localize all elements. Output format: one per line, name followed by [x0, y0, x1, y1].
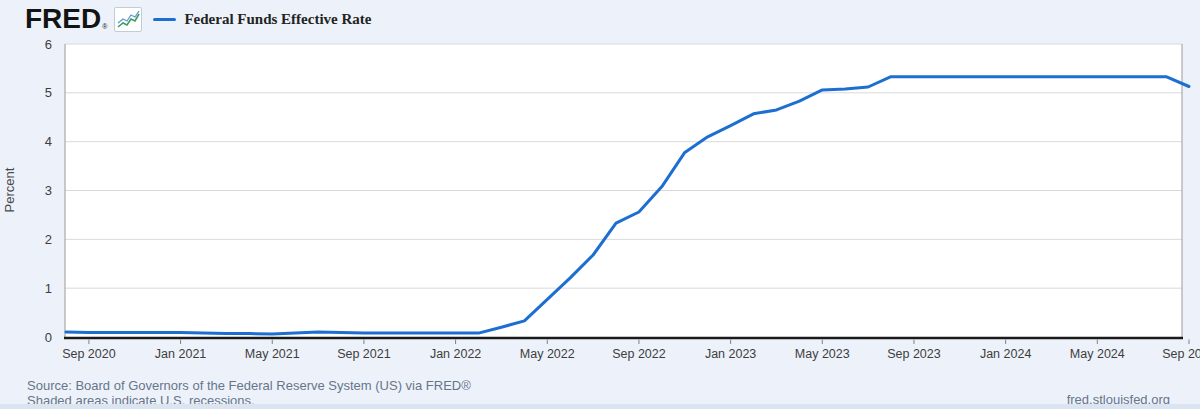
fred-chart-widget: 0123456PercentSep 2020Jan 2021May 2021Se…	[0, 0, 1200, 409]
svg-text:Jan 2021: Jan 2021	[155, 347, 206, 361]
svg-text:0: 0	[45, 330, 52, 345]
line-chart: 0123456PercentSep 2020Jan 2021May 2021Se…	[0, 0, 1200, 372]
svg-text:1: 1	[45, 281, 52, 296]
svg-text:Jan 2024: Jan 2024	[980, 347, 1031, 361]
legend-label[interactable]: Federal Funds Effective Rate	[184, 11, 371, 28]
svg-text:Jan 2023: Jan 2023	[705, 347, 756, 361]
registered-trademark: ®	[102, 23, 107, 30]
sparkline-chart-icon	[114, 7, 142, 32]
y-axis-labels: 0 1 2 3 4 5 6	[45, 37, 52, 345]
svg-text:5: 5	[45, 85, 52, 100]
svg-text:Sep 2023: Sep 2023	[887, 347, 941, 361]
svg-text:6: 6	[45, 37, 52, 52]
svg-text:May 2021: May 2021	[245, 347, 300, 361]
svg-text:Sep 2021: Sep 2021	[337, 347, 391, 361]
y-axis-title: Percent	[2, 167, 17, 212]
svg-text:Jan 2022: Jan 2022	[430, 347, 481, 361]
svg-text:May 2022: May 2022	[520, 347, 575, 361]
legend: Federal Funds Effective Rate	[153, 11, 371, 28]
svg-text:May 2024: May 2024	[1070, 347, 1125, 361]
legend-line-swatch	[153, 18, 176, 21]
bottom-border-strip	[0, 404, 1200, 409]
svg-text:Sep 2022: Sep 2022	[612, 347, 666, 361]
x-axis-labels: Sep 2020 Jan 2021 May 2021 Sep 2021 Jan 2022…	[62, 340, 1200, 362]
header: FRED ® Federal Funds Effective Rate	[25, 4, 371, 34]
fred-logo[interactable]: FRED ®	[25, 6, 107, 32]
svg-text:3: 3	[45, 183, 52, 198]
svg-text:May 2023: May 2023	[795, 347, 850, 361]
source-note: Source: Board of Governors of the Federa…	[27, 378, 471, 393]
svg-text:4: 4	[45, 134, 52, 149]
svg-text:Sep 2020: Sep 2020	[62, 347, 116, 361]
svg-text:Sep 2024: Sep 2024	[1162, 347, 1200, 361]
fred-logo-text: FRED	[25, 6, 101, 32]
svg-text:2: 2	[45, 232, 52, 247]
